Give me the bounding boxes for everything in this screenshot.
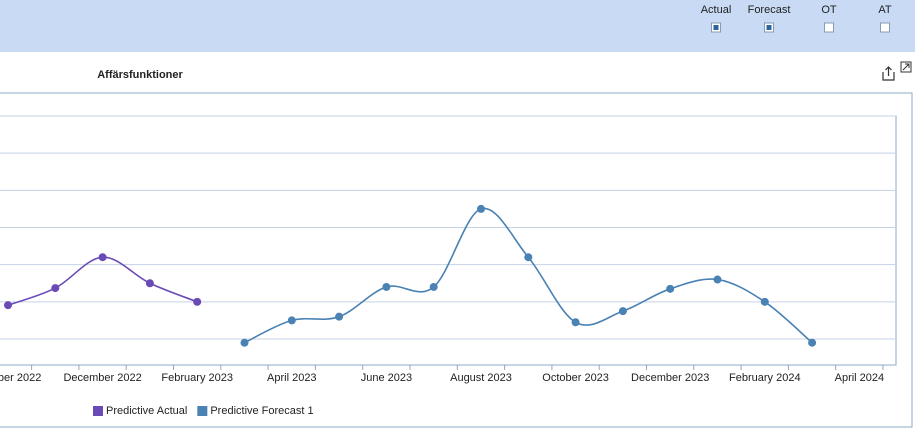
x-tick-label: October 2023 (542, 372, 609, 384)
legend-swatch (93, 406, 103, 416)
data-point (571, 318, 580, 327)
filter-check[interactable] (713, 25, 719, 30)
x-tick-label: April 2024 (835, 372, 885, 384)
chart-title: Affärsfunktioner (97, 69, 183, 81)
data-point (524, 253, 533, 262)
data-point (808, 338, 817, 347)
filter-checkbox[interactable] (880, 22, 890, 33)
x-tick-label: June 2023 (361, 372, 412, 384)
share-icon-box[interactable] (882, 72, 895, 81)
filter-label: OT (821, 4, 837, 16)
x-tick-label: April 2023 (267, 372, 317, 384)
data-point (713, 275, 722, 284)
filter-label: Actual (701, 4, 732, 16)
data-point (335, 312, 344, 321)
data-point (4, 301, 12, 310)
data-point (193, 297, 202, 306)
data-point (618, 307, 627, 316)
x-tick-label: December 2023 (631, 372, 709, 384)
filter-bar (0, 0, 915, 52)
chart-panel (0, 92, 913, 428)
filter-check[interactable] (766, 25, 772, 30)
data-point (98, 253, 107, 262)
legend-label: Predictive Forecast 1 (210, 405, 313, 417)
x-tick-label: February 2024 (729, 372, 801, 384)
data-point (666, 284, 675, 293)
data-point (382, 282, 391, 291)
share-icon[interactable] (882, 66, 895, 81)
expand-icon[interactable] (900, 61, 912, 73)
data-point (429, 282, 438, 291)
data-point (51, 284, 60, 293)
legend-swatch (197, 406, 208, 416)
legend-label: Predictive Actual (106, 405, 187, 417)
x-tick-label: February 2023 (161, 372, 233, 384)
data-point (240, 338, 249, 347)
x-tick-label: December 2022 (63, 372, 141, 384)
data-point (477, 204, 485, 213)
filter-checkbox[interactable] (824, 22, 834, 33)
expand-icon-arrow[interactable] (902, 63, 910, 71)
share-icon-arrow[interactable] (885, 66, 892, 76)
filter-label: Forecast (748, 4, 791, 16)
data-point (287, 316, 296, 325)
x-tick-label: October 2022 (0, 372, 41, 384)
series-line (244, 207, 813, 344)
data-point (760, 297, 769, 306)
filter-label: AT (878, 4, 892, 16)
x-tick-label: August 2023 (450, 372, 512, 384)
data-point (145, 279, 154, 288)
